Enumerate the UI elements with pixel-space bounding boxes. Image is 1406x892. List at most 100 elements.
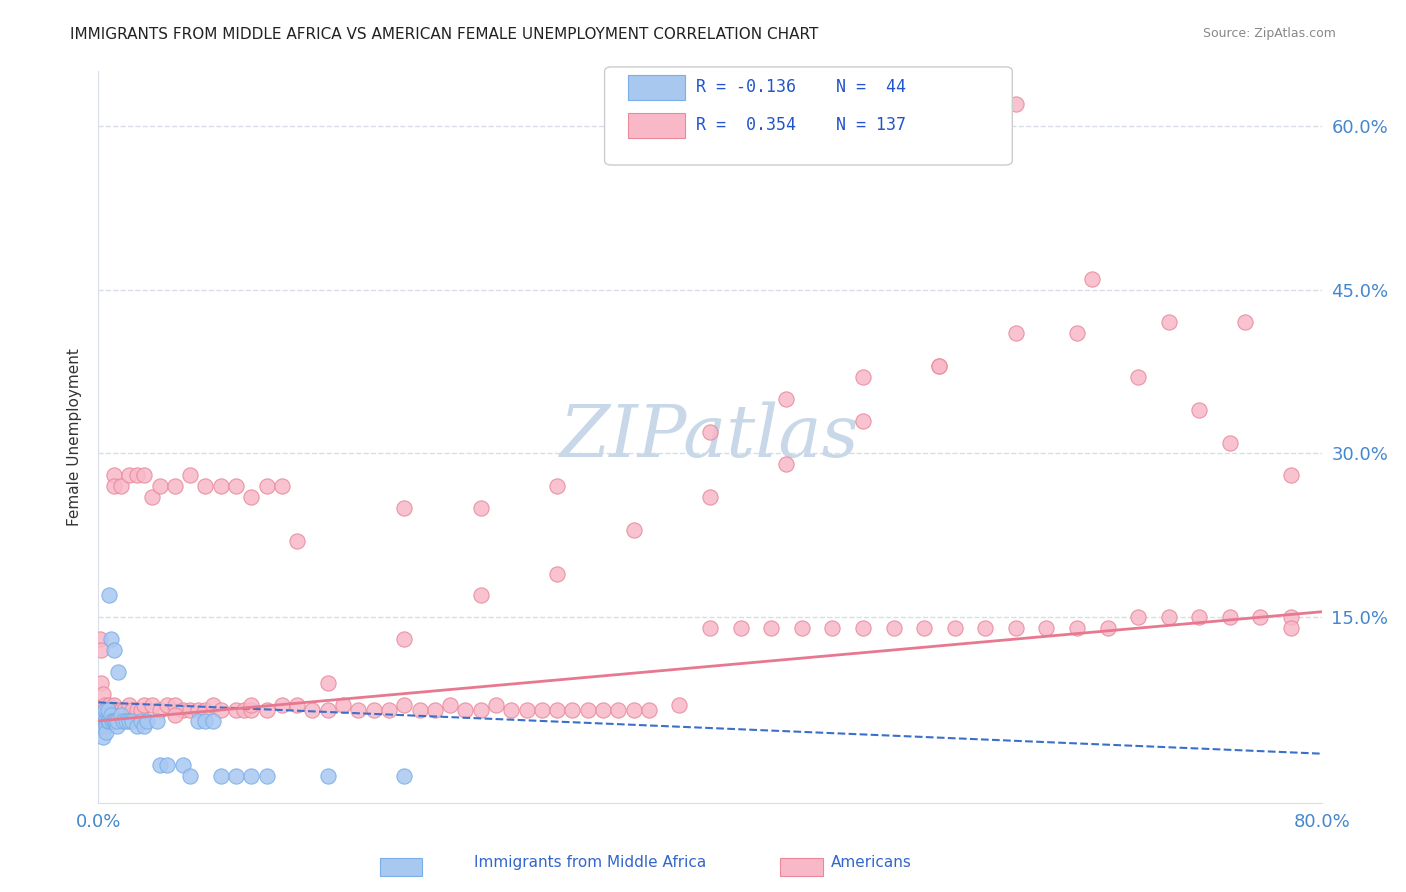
Point bbox=[202, 714, 225, 728]
Point bbox=[1066, 326, 1088, 341]
Text: Americans: Americans bbox=[831, 855, 912, 870]
Text: R = -0.136    N =  44: R = -0.136 N = 44 bbox=[696, 78, 905, 96]
Point bbox=[316, 768, 339, 782]
Point bbox=[179, 768, 201, 782]
Point bbox=[103, 643, 125, 657]
Point bbox=[125, 719, 148, 733]
Point bbox=[1279, 621, 1302, 635]
Point bbox=[97, 703, 120, 717]
Point bbox=[485, 698, 508, 712]
Point bbox=[232, 703, 254, 717]
Point bbox=[103, 703, 125, 717]
Point bbox=[118, 698, 141, 712]
Point bbox=[392, 501, 416, 516]
Point bbox=[93, 703, 115, 717]
Point bbox=[240, 703, 263, 717]
Point bbox=[408, 703, 430, 717]
Point bbox=[699, 425, 721, 439]
Point bbox=[94, 714, 117, 728]
Text: ZIPatlas: ZIPatlas bbox=[560, 401, 860, 473]
Point bbox=[1066, 621, 1088, 635]
Point bbox=[316, 675, 339, 690]
Point bbox=[607, 703, 630, 717]
Point bbox=[91, 687, 114, 701]
Point bbox=[759, 621, 782, 635]
Point bbox=[530, 703, 553, 717]
Point bbox=[240, 490, 263, 504]
Point bbox=[90, 675, 112, 690]
Point bbox=[1188, 610, 1211, 624]
Point bbox=[134, 468, 156, 483]
Point bbox=[93, 698, 115, 712]
Point bbox=[730, 621, 752, 635]
Point bbox=[209, 479, 232, 493]
Point bbox=[775, 458, 797, 472]
Point bbox=[194, 703, 217, 717]
Point bbox=[270, 698, 292, 712]
Point bbox=[136, 714, 159, 728]
Point bbox=[115, 714, 138, 728]
Text: Source: ZipAtlas.com: Source: ZipAtlas.com bbox=[1202, 27, 1336, 40]
Point bbox=[883, 621, 905, 635]
Point bbox=[225, 479, 247, 493]
Point bbox=[943, 621, 966, 635]
Point bbox=[470, 588, 492, 602]
Point bbox=[94, 703, 117, 717]
Point bbox=[105, 719, 128, 733]
Point bbox=[105, 708, 128, 723]
Point bbox=[1219, 435, 1241, 450]
Point bbox=[94, 708, 117, 723]
Point bbox=[187, 703, 209, 717]
Point bbox=[592, 703, 614, 717]
Point bbox=[163, 698, 186, 712]
Point bbox=[110, 708, 132, 723]
Point bbox=[1097, 621, 1119, 635]
Point bbox=[392, 632, 416, 646]
Point bbox=[1279, 468, 1302, 483]
Point bbox=[1157, 610, 1180, 624]
Point bbox=[270, 479, 292, 493]
Point bbox=[546, 566, 568, 581]
Point bbox=[118, 714, 141, 728]
Point bbox=[103, 714, 125, 728]
Point bbox=[668, 698, 690, 712]
Point bbox=[470, 703, 492, 717]
Point bbox=[301, 703, 323, 717]
Point bbox=[129, 703, 152, 717]
Point bbox=[256, 768, 278, 782]
Point bbox=[145, 714, 167, 728]
Point bbox=[98, 714, 121, 728]
Point bbox=[928, 359, 950, 373]
Point bbox=[240, 698, 263, 712]
Point bbox=[285, 698, 308, 712]
Point bbox=[423, 703, 446, 717]
Point bbox=[637, 703, 661, 717]
Point bbox=[104, 714, 127, 728]
Point bbox=[179, 703, 201, 717]
Point bbox=[91, 731, 114, 745]
Point bbox=[149, 703, 172, 717]
Y-axis label: Female Unemployment: Female Unemployment bbox=[67, 348, 83, 526]
Point bbox=[118, 468, 141, 483]
Point bbox=[149, 757, 172, 772]
Point bbox=[392, 698, 416, 712]
Point bbox=[225, 768, 247, 782]
Point bbox=[194, 479, 217, 493]
Point bbox=[112, 703, 135, 717]
Point bbox=[103, 468, 125, 483]
Point bbox=[928, 359, 950, 373]
Point bbox=[1004, 621, 1026, 635]
Point bbox=[256, 703, 278, 717]
Point bbox=[107, 703, 129, 717]
Point bbox=[546, 479, 568, 493]
Point bbox=[790, 621, 813, 635]
Point bbox=[125, 468, 148, 483]
Point bbox=[97, 708, 120, 723]
Point bbox=[821, 621, 844, 635]
Point bbox=[91, 708, 114, 723]
Point bbox=[101, 708, 124, 723]
Point bbox=[149, 479, 172, 493]
Point bbox=[97, 714, 120, 728]
Point bbox=[546, 703, 568, 717]
Text: Immigrants from Middle Africa: Immigrants from Middle Africa bbox=[474, 855, 707, 870]
